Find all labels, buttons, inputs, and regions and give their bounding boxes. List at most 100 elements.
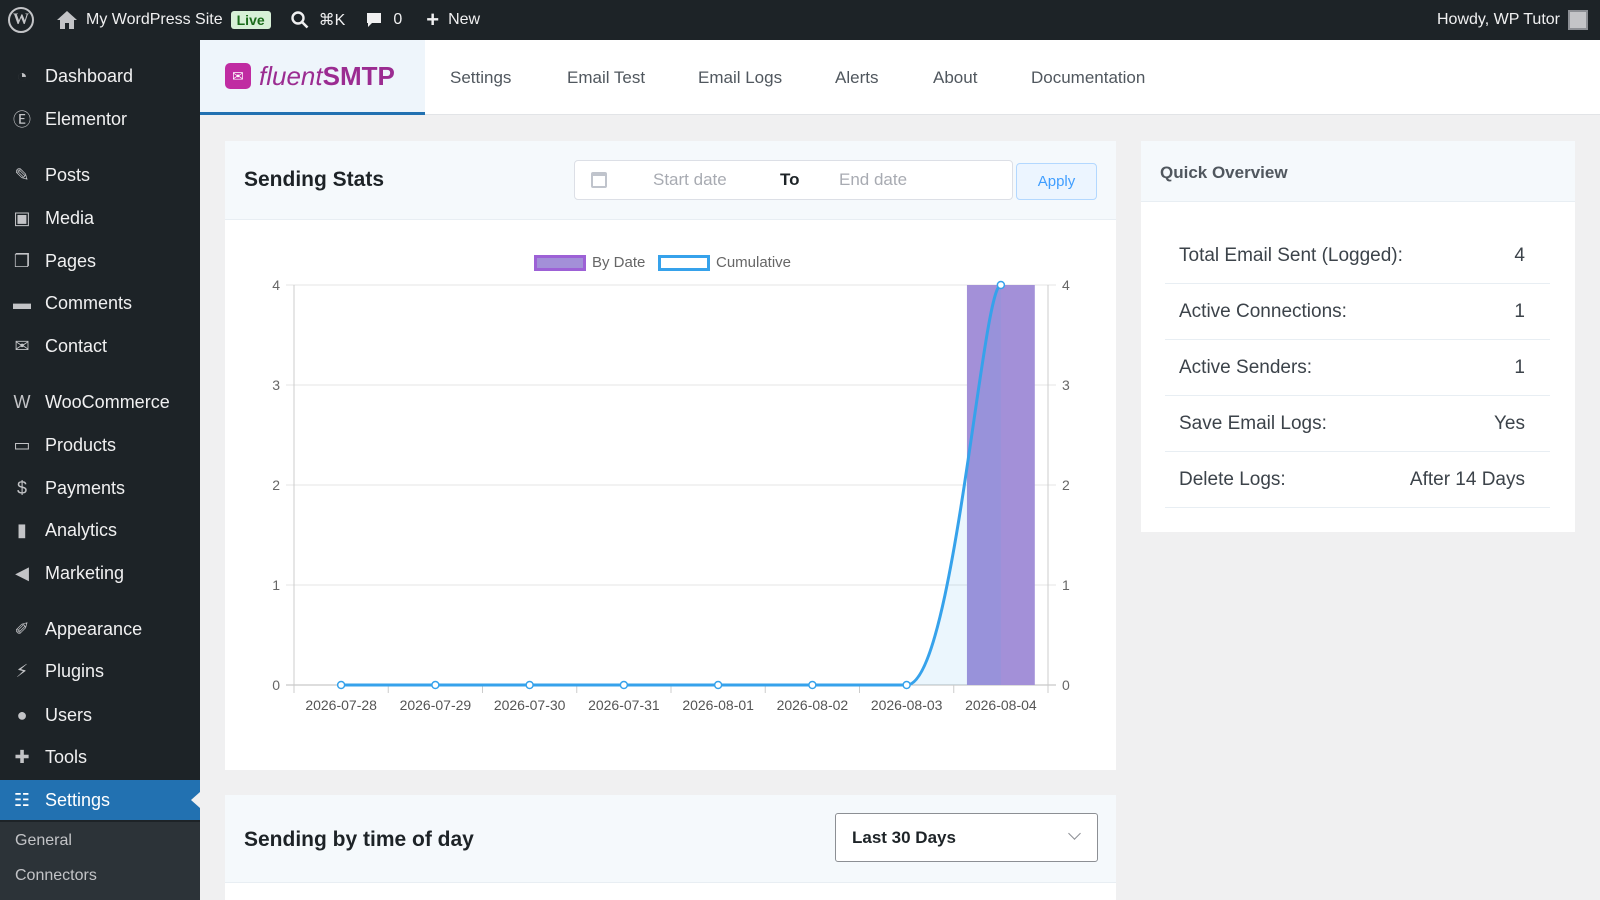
sidebar-item-comments[interactable]: ▬ Comments: [0, 283, 200, 323]
command-palette-button[interactable]: ⌘K: [283, 0, 354, 40]
sidebar-item-label: Appearance: [45, 618, 143, 639]
overview-row: Total Email Sent (Logged): 4: [1165, 228, 1550, 284]
sidebar-item-label: Posts: [45, 164, 91, 185]
tab-email-test[interactable]: Email Test: [567, 67, 646, 87]
legend-item-cumulative[interactable]: Cumulative: [658, 254, 791, 271]
sidebar-item-pages[interactable]: ❐ Pages: [0, 241, 200, 281]
comments-count: 0: [393, 11, 403, 28]
megaphone-icon: ◀: [15, 562, 29, 583]
new-content-menu[interactable]: + New: [418, 0, 488, 40]
howdy-text: Howdy, WP Tutor: [1437, 11, 1560, 28]
sidebar-item-label: Products: [45, 434, 117, 455]
sidebar-item-label: Users: [45, 704, 93, 725]
sidebar-item-label: WooCommerce: [45, 391, 170, 412]
quick-overview-title: Quick Overview: [1160, 163, 1288, 182]
overview-row: Delete Logs: After 14 Days: [1165, 452, 1550, 508]
time-range-select[interactable]: Last 30 Days: [835, 813, 1098, 862]
submenu-item-general[interactable]: General: [15, 832, 72, 849]
settings-icon: ☷: [13, 789, 31, 810]
sidebar-item-woocommerce[interactable]: W WooCommerce: [0, 382, 200, 422]
start-date-input[interactable]: Start date: [653, 170, 727, 189]
live-badge: Live: [230, 11, 271, 29]
sidebar-item-label: Tools: [45, 746, 88, 767]
site-name-menu[interactable]: My WordPress Site Live: [48, 0, 279, 40]
plugin-header: ✉ fluent SMTP Settings Email Test Email …: [200, 40, 1600, 115]
site-name: My WordPress Site: [86, 11, 223, 28]
bar-chart-icon: ▮: [17, 519, 27, 540]
admin-bar: W My WordPress Site Live ⌘K 0 + New Howd…: [0, 0, 1600, 40]
overview-label: Save Email Logs:: [1179, 412, 1327, 434]
legend-swatch-by-date: [534, 254, 586, 271]
tab-settings[interactable]: Settings: [450, 67, 512, 87]
fluentsmtp-logo-tab[interactable]: ✉ fluent SMTP: [200, 40, 425, 115]
chevron-down-icon: [1068, 827, 1081, 840]
time-of-day-title: Sending by time of day: [244, 828, 474, 851]
avatar: [1568, 10, 1588, 30]
settings-submenu: General Connectors: [0, 822, 200, 900]
apply-button[interactable]: Apply: [1016, 163, 1097, 200]
sidebar-item-tools[interactable]: ✚ Tools: [0, 737, 200, 777]
overview-label: Active Senders:: [1179, 356, 1313, 378]
wrench-icon: ✚: [14, 746, 30, 767]
comment-icon: ▬: [13, 292, 31, 313]
sidebar-item-label: Payments: [45, 477, 126, 498]
wp-logo-menu[interactable]: W: [0, 0, 48, 40]
logo-text-smtp: SMTP: [322, 60, 395, 91]
end-date-input[interactable]: End date: [839, 170, 908, 189]
sidebar-item-label: Pages: [45, 250, 97, 271]
sidebar-item-settings[interactable]: ☷ Settings: [0, 780, 200, 820]
sidebar-item-media[interactable]: ▣ Media: [0, 198, 200, 238]
sidebar-item-label: Elementor: [45, 108, 128, 129]
calendar-icon: [591, 172, 607, 188]
home-icon: [57, 11, 77, 29]
logo-text-fluent: fluent: [259, 60, 323, 91]
sidebar-item-label: Marketing: [45, 562, 125, 583]
sidebar-item-label: Media: [45, 207, 95, 228]
tab-alerts[interactable]: Alerts: [835, 67, 879, 87]
brush-icon: ✐: [14, 618, 30, 639]
sidebar-item-elementor[interactable]: Ⓔ Elementor: [0, 99, 200, 139]
overview-row: Save Email Logs: Yes: [1165, 396, 1550, 452]
sidebar-item-label: Analytics: [45, 519, 118, 540]
user-icon: ●: [16, 704, 28, 725]
submenu-item-connectors[interactable]: Connectors: [15, 867, 97, 884]
archive-icon: ▭: [13, 434, 31, 455]
pages-icon: ❐: [13, 250, 31, 271]
overview-label: Total Email Sent (Logged):: [1179, 244, 1403, 266]
search-icon: [290, 11, 309, 29]
woo-icon: W: [13, 391, 31, 412]
shortcut-label: ⌘K: [318, 12, 346, 29]
legend-item-by-date[interactable]: By Date: [534, 254, 645, 271]
sidebar-item-analytics[interactable]: ▮ Analytics: [0, 510, 200, 550]
dollar-icon: $: [16, 477, 27, 498]
overview-label: Active Connections:: [1179, 300, 1347, 322]
active-menu-arrow: [191, 792, 200, 808]
sidebar-item-dashboard[interactable]: ◔ Dashboard: [0, 56, 200, 96]
pin-icon: ✎: [14, 164, 30, 185]
overview-value: 4: [1514, 244, 1525, 266]
quick-overview-header: Quick Overview: [1141, 141, 1575, 202]
mail-icon: ✉: [14, 335, 30, 356]
tab-about[interactable]: About: [933, 67, 978, 87]
new-label: New: [448, 11, 481, 28]
my-account-menu[interactable]: Howdy, WP Tutor: [1437, 10, 1600, 30]
sidebar-item-label: Settings: [45, 789, 111, 810]
legend-label-by-date: By Date: [592, 254, 646, 271]
comment-icon: [367, 13, 382, 27]
sidebar-item-posts[interactable]: ✎ Posts: [0, 155, 200, 195]
date-range-picker[interactable]: Start date To End date: [574, 160, 1013, 200]
sidebar-item-users[interactable]: ● Users: [0, 695, 200, 735]
tab-email-logs[interactable]: Email Logs: [698, 67, 783, 87]
elementor-icon: Ⓔ: [13, 110, 31, 130]
sidebar-item-products[interactable]: ▭ Products: [0, 425, 200, 465]
sidebar-item-plugins[interactable]: ⚡ Plugins: [0, 651, 200, 691]
sidebar-item-marketing[interactable]: ◀ Marketing: [0, 553, 200, 593]
overview-row: Active Senders: 1: [1165, 340, 1550, 396]
sidebar-item-contact[interactable]: ✉ Contact: [0, 326, 200, 366]
legend-swatch-cumulative: [658, 254, 710, 271]
sidebar-item-payments[interactable]: $ Payments: [0, 468, 200, 508]
tab-documentation[interactable]: Documentation: [1031, 67, 1146, 87]
comments-menu[interactable]: 0: [357, 0, 410, 40]
sidebar-item-appearance[interactable]: ✐ Appearance: [0, 609, 200, 649]
envelope-icon: ✉: [225, 63, 251, 89]
